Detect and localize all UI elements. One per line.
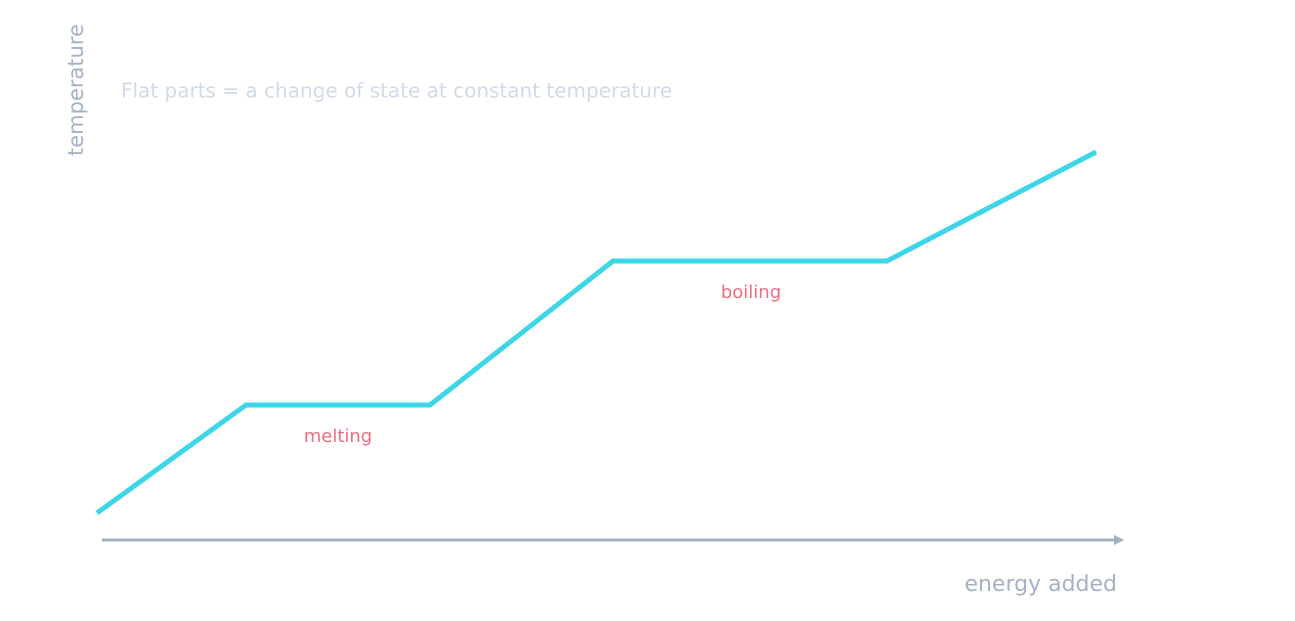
- note: Flat parts = a change of state at consta…: [121, 79, 672, 103]
- x-axis-label: energy added: [964, 572, 1117, 597]
- phase-label: boiling: [721, 282, 781, 303]
- phase-label: melting: [304, 426, 373, 447]
- heating-curve: [95, 149, 1098, 516]
- y-axis-label: temperature: [64, 24, 88, 156]
